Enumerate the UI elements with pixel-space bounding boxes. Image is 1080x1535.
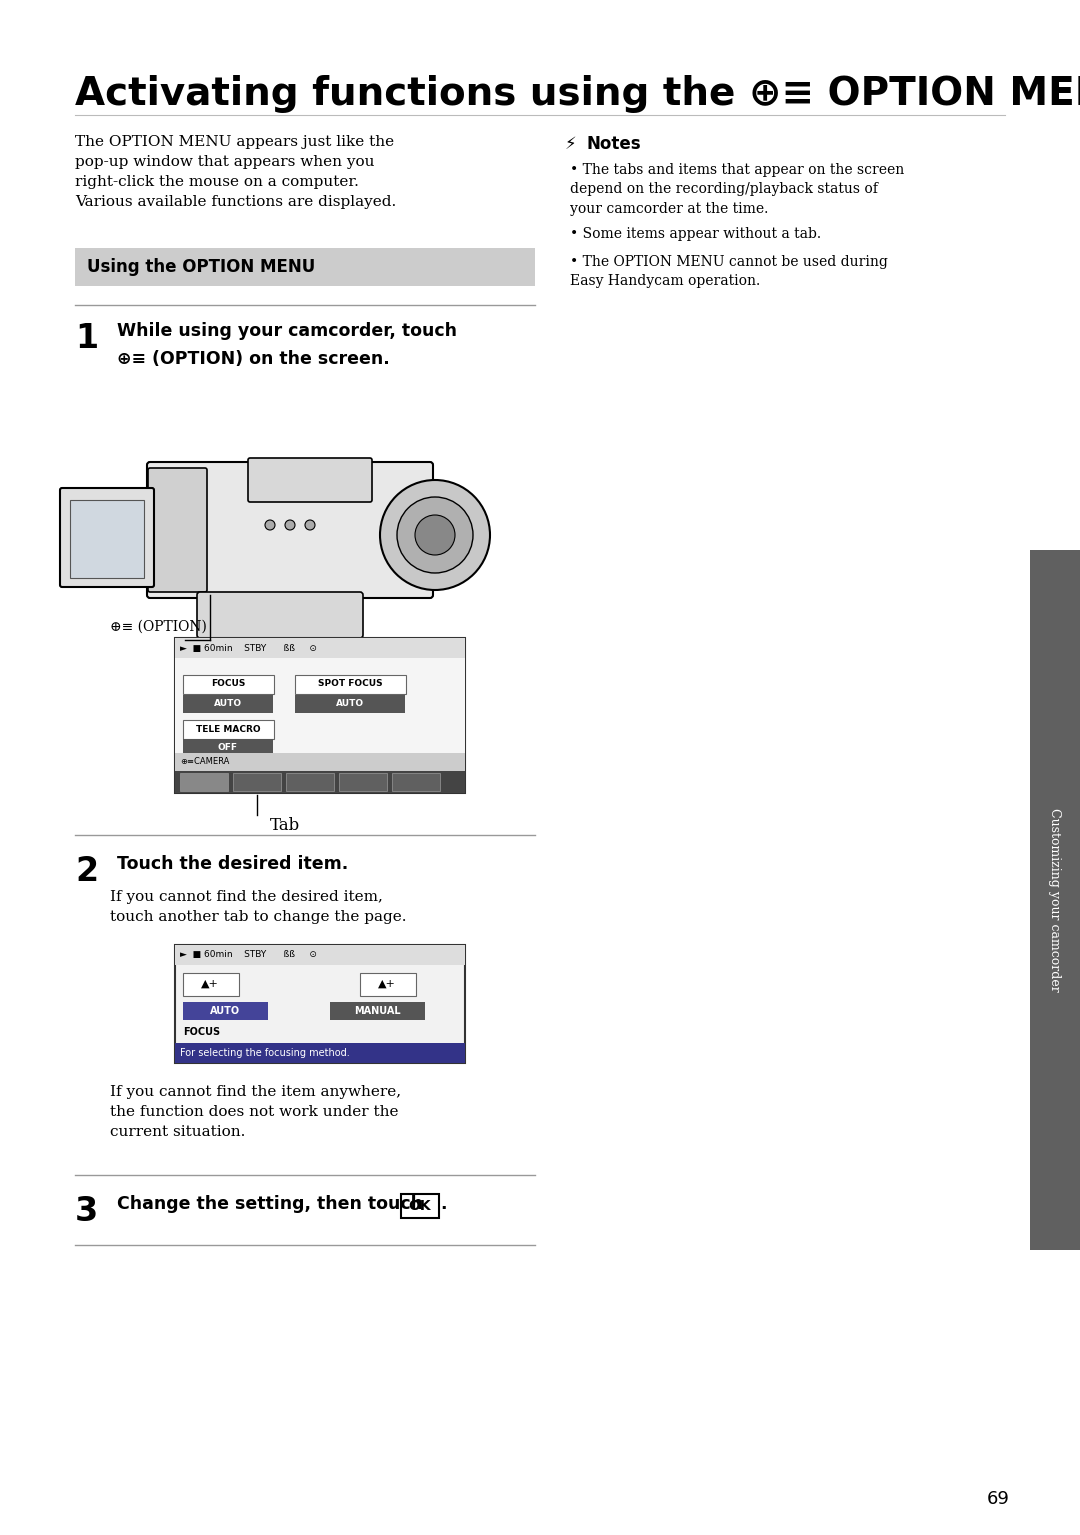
Text: If you cannot find the desired item,
touch another tab to change the page.: If you cannot find the desired item, tou…	[110, 890, 406, 924]
Text: ⚡: ⚡	[565, 135, 577, 154]
Circle shape	[415, 516, 455, 556]
Bar	[330, 1002, 426, 1019]
Bar	[175, 946, 465, 966]
Bar	[183, 738, 273, 757]
FancyBboxPatch shape	[360, 973, 416, 996]
Bar	[286, 774, 334, 791]
Text: ⊕≡ (OPTION): ⊕≡ (OPTION)	[110, 620, 207, 634]
Text: TELE MACRO: TELE MACRO	[195, 725, 260, 734]
Text: ▲+: ▲+	[201, 979, 219, 989]
Circle shape	[285, 520, 295, 530]
Text: AUTO: AUTO	[214, 700, 242, 709]
Text: Change the setting, then touch: Change the setting, then touch	[117, 1196, 429, 1213]
Text: The OPTION MENU appears just like the
pop-up window that appears when you
right-: The OPTION MENU appears just like the po…	[75, 135, 396, 209]
Text: ▲+: ▲+	[378, 979, 396, 989]
Text: ►  ■ 60min    STBY      ßß     ⊙: ► ■ 60min STBY ßß ⊙	[180, 950, 316, 959]
Text: AUTO: AUTO	[210, 1005, 240, 1016]
Text: FOCUS: FOCUS	[211, 680, 245, 689]
FancyBboxPatch shape	[183, 674, 273, 694]
Text: ⊕≡CAMERA: ⊕≡CAMERA	[180, 757, 229, 766]
Text: 69: 69	[987, 1490, 1010, 1507]
Text: FOCUS: FOCUS	[183, 1027, 220, 1038]
Text: .: .	[440, 1196, 446, 1213]
Text: OK: OK	[408, 1199, 431, 1213]
Text: Tab: Tab	[270, 817, 300, 834]
Text: Customizing your camcorder: Customizing your camcorder	[1049, 807, 1062, 992]
Bar	[233, 774, 281, 791]
Bar	[75, 249, 535, 286]
Text: 1: 1	[75, 322, 98, 355]
Text: ⊕≡ (OPTION) on the screen.: ⊕≡ (OPTION) on the screen.	[117, 350, 390, 368]
Text: Activating functions using the ⊕≡ OPTION MENU: Activating functions using the ⊕≡ OPTION…	[75, 75, 1080, 114]
Text: • The tabs and items that appear on the screen
depend on the recording/playback : • The tabs and items that appear on the …	[570, 163, 904, 216]
Bar	[175, 639, 465, 794]
Text: • Some items appear without a tab.: • Some items appear without a tab.	[570, 227, 821, 241]
Text: OFF: OFF	[218, 743, 238, 752]
Bar	[175, 639, 465, 659]
FancyBboxPatch shape	[183, 973, 239, 996]
Bar	[339, 774, 387, 791]
Text: While using your camcorder, touch: While using your camcorder, touch	[117, 322, 457, 339]
Bar	[70, 500, 144, 579]
Text: AUTO: AUTO	[336, 700, 364, 709]
Bar	[175, 659, 465, 794]
Text: MANUAL: MANUAL	[353, 1005, 401, 1016]
Bar	[183, 1002, 268, 1019]
Bar	[1030, 550, 1080, 1249]
Bar	[175, 1042, 465, 1064]
FancyBboxPatch shape	[295, 674, 405, 694]
Bar	[295, 695, 405, 712]
Text: If you cannot find the item anywhere,
the function does not work under the
curre: If you cannot find the item anywhere, th…	[110, 1085, 401, 1139]
Text: Notes: Notes	[588, 135, 642, 154]
FancyBboxPatch shape	[183, 720, 273, 738]
FancyBboxPatch shape	[60, 488, 154, 586]
Bar	[180, 774, 228, 791]
FancyBboxPatch shape	[147, 462, 433, 599]
Circle shape	[265, 520, 275, 530]
Text: SPOT FOCUS: SPOT FOCUS	[318, 680, 382, 689]
Text: Using the OPTION MENU: Using the OPTION MENU	[87, 258, 315, 276]
Bar	[392, 774, 440, 791]
Text: Touch the desired item.: Touch the desired item.	[117, 855, 348, 873]
Circle shape	[397, 497, 473, 573]
Text: For selecting the focusing method.: For selecting the focusing method.	[180, 1048, 350, 1058]
Text: ►  ■ 60min    STBY      ßß     ⊙: ► ■ 60min STBY ßß ⊙	[180, 643, 316, 652]
FancyBboxPatch shape	[401, 1194, 438, 1217]
FancyBboxPatch shape	[148, 468, 207, 593]
Circle shape	[380, 480, 490, 589]
Bar	[175, 771, 465, 794]
FancyBboxPatch shape	[197, 593, 363, 639]
Text: 2: 2	[75, 855, 98, 889]
Bar	[183, 695, 273, 712]
Circle shape	[305, 520, 315, 530]
Bar	[175, 946, 465, 1064]
Text: 3: 3	[75, 1196, 98, 1228]
Bar	[175, 754, 465, 771]
FancyBboxPatch shape	[248, 457, 372, 502]
Text: • The OPTION MENU cannot be used during
Easy Handycam operation.: • The OPTION MENU cannot be used during …	[570, 255, 888, 289]
